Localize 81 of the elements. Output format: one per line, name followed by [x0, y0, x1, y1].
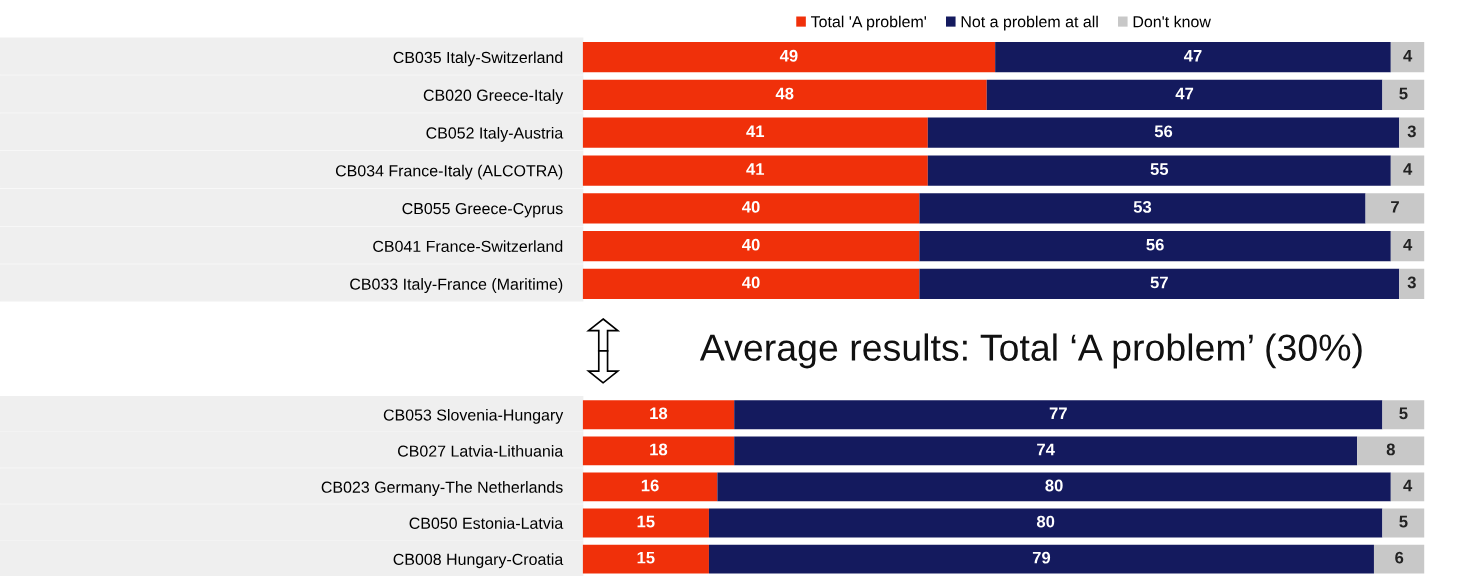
bar: [1399, 268, 1425, 299]
data-label: 55: [1150, 163, 1169, 175]
data-label: 56: [1146, 238, 1164, 251]
data-label: 8: [1386, 443, 1395, 456]
data-label: 80: [1036, 515, 1055, 528]
y-tick-label: CB055 Greece-Cyprus: [402, 202, 563, 218]
bar: [1382, 400, 1425, 430]
bar: [708, 508, 1383, 538]
data-label: 4: [1403, 50, 1413, 62]
data-label: 47: [1183, 50, 1202, 62]
legend-label: Don't know: [1133, 15, 1211, 28]
data-label: 5: [1399, 407, 1408, 420]
bar: [919, 230, 1391, 262]
y-tick-label: CB035 Italy-Switzerland: [393, 51, 563, 67]
bar: [708, 544, 1374, 574]
bar: [1382, 79, 1425, 111]
text: Average results: Total ‘A problem’ (30%): [699, 333, 1362, 369]
data-label: 3: [1407, 125, 1416, 138]
data-label: 7: [1391, 201, 1399, 213]
bar: [582, 544, 709, 574]
data-label: 16: [641, 479, 659, 492]
bar: [1390, 230, 1425, 262]
data-label: 49: [779, 49, 798, 62]
bar: [1390, 472, 1425, 502]
bar: [919, 193, 1366, 224]
y-tick-label: CB027 Latvia-Lithuania: [398, 445, 564, 457]
bar: [582, 436, 735, 466]
data-label: 5: [1399, 87, 1408, 100]
data-label: 6: [1395, 551, 1404, 564]
y-tick-label: CB020 Greece-Italy: [423, 89, 564, 105]
bar: [717, 472, 1391, 502]
data-label: 47: [1175, 87, 1194, 100]
data-label: 41: [746, 163, 765, 175]
bar: [1399, 117, 1425, 148]
bar: [1382, 508, 1425, 538]
bar: [995, 42, 1391, 73]
legend-label: Total 'A problem': [810, 15, 927, 31]
y-tick-label: CB008 Hungary-Croatia: [393, 553, 564, 569]
data-label: 18: [650, 443, 668, 456]
data-label: 48: [775, 87, 794, 100]
data-label: 40: [742, 276, 760, 289]
data-label: 53: [1133, 200, 1152, 213]
bar: [734, 436, 1358, 466]
bar: [582, 472, 718, 502]
data-label: 57: [1150, 276, 1168, 289]
data-label: 15: [637, 515, 655, 528]
data-label: 4: [1403, 479, 1413, 492]
data-label: 41: [746, 125, 765, 138]
bar: [734, 400, 1383, 430]
bar: [986, 79, 1383, 111]
bar: [1373, 544, 1425, 574]
data-label: 18: [650, 407, 668, 420]
y-tick-label: CB023 Germany-The Netherlands: [321, 481, 563, 497]
y-tick-label: CB033 Italy-France (Maritime): [350, 278, 563, 293]
data-label: 74: [1037, 443, 1055, 456]
data-label: 77: [1049, 407, 1067, 420]
data-label: 40: [742, 238, 760, 251]
legend-label: Not a problem at all: [961, 15, 1098, 31]
bar: [1390, 155, 1425, 186]
data-label: 3: [1407, 276, 1416, 289]
bar: [927, 155, 1391, 186]
bar: [927, 117, 1400, 148]
data-label: 40: [742, 200, 760, 213]
bar: [1390, 42, 1425, 73]
data-label: 56: [1154, 125, 1173, 138]
bar: [582, 508, 709, 538]
y-tick-label: CB052 Italy-Austria: [426, 126, 564, 142]
bar: [1357, 436, 1425, 466]
bar: [582, 400, 735, 430]
y-tick-label: CB034 France-Italy (ALCOTRA): [335, 164, 563, 180]
y-tick-label: CB050 Estonia-Latvia: [409, 517, 564, 529]
y-tick-label: CB053 Slovenia-Hungary: [383, 408, 564, 424]
bar: [1365, 193, 1425, 224]
data-label: 80: [1045, 479, 1063, 492]
y-tick-label: CB041 France-Switzerland: [373, 240, 563, 253]
data-label: 5: [1399, 515, 1408, 528]
data-label: 4: [1403, 238, 1413, 251]
data-label: 79: [1032, 551, 1051, 564]
data-label: 4: [1403, 163, 1413, 175]
bar: [919, 268, 1400, 299]
data-label: 15: [637, 551, 655, 564]
